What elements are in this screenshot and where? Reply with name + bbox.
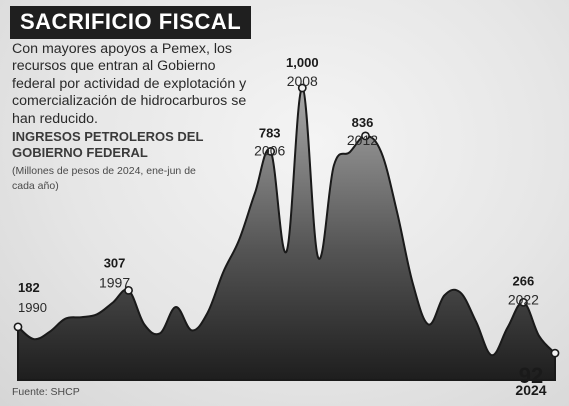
annotation-marker-1997 [124, 285, 133, 295]
data-label-year-1990: 1990 [18, 300, 47, 315]
data-label-value-2024: 92 [519, 363, 543, 388]
annotation-marker-2008 [297, 83, 307, 93]
data-label-value-1997: 307 [104, 255, 126, 270]
annotation-marker-2006 [266, 146, 276, 156]
data-label-value-2008: 1,000 [286, 55, 319, 70]
peak-annotations: 182 1990 307 1997 783 2006 1,000 2008 836 2012 266… [13, 55, 560, 398]
annotation-marker-2012 [361, 131, 370, 141]
oil-revenue-area [17, 86, 556, 381]
data-label-value-1990: 182 [18, 280, 40, 295]
annotation-marker-1990 [13, 322, 23, 332]
intro-text: Con mayores apoyos a Pemex, los recursos… [12, 41, 247, 127]
data-label-value-2012: 836 [352, 115, 374, 130]
data-label-year-2022: 2022 [508, 291, 539, 307]
data-label-year-2024: 2024 [515, 382, 546, 398]
annotation-marker-2024 [550, 348, 560, 358]
data-label-year-2008: 2008 [287, 73, 318, 89]
page-title: SACRIFICIO FISCAL [10, 6, 252, 39]
data-label-year-2012: 2012 [347, 132, 378, 148]
source-note: Fuente: SHCP [12, 386, 80, 398]
data-label-value-2022: 266 [513, 273, 535, 288]
chart-subtitle: (Millones de pesos de 2024, ene-jun de c… [12, 165, 196, 192]
data-label-value-2006: 783 [259, 125, 281, 140]
data-label-year-2006: 2006 [254, 142, 285, 158]
data-label-year-1997: 1997 [99, 274, 130, 290]
chart-title: INGRESOS PETROLEROS DEL GOBIERNO FEDERAL [12, 129, 204, 160]
annotation-marker-2022 [519, 297, 528, 307]
